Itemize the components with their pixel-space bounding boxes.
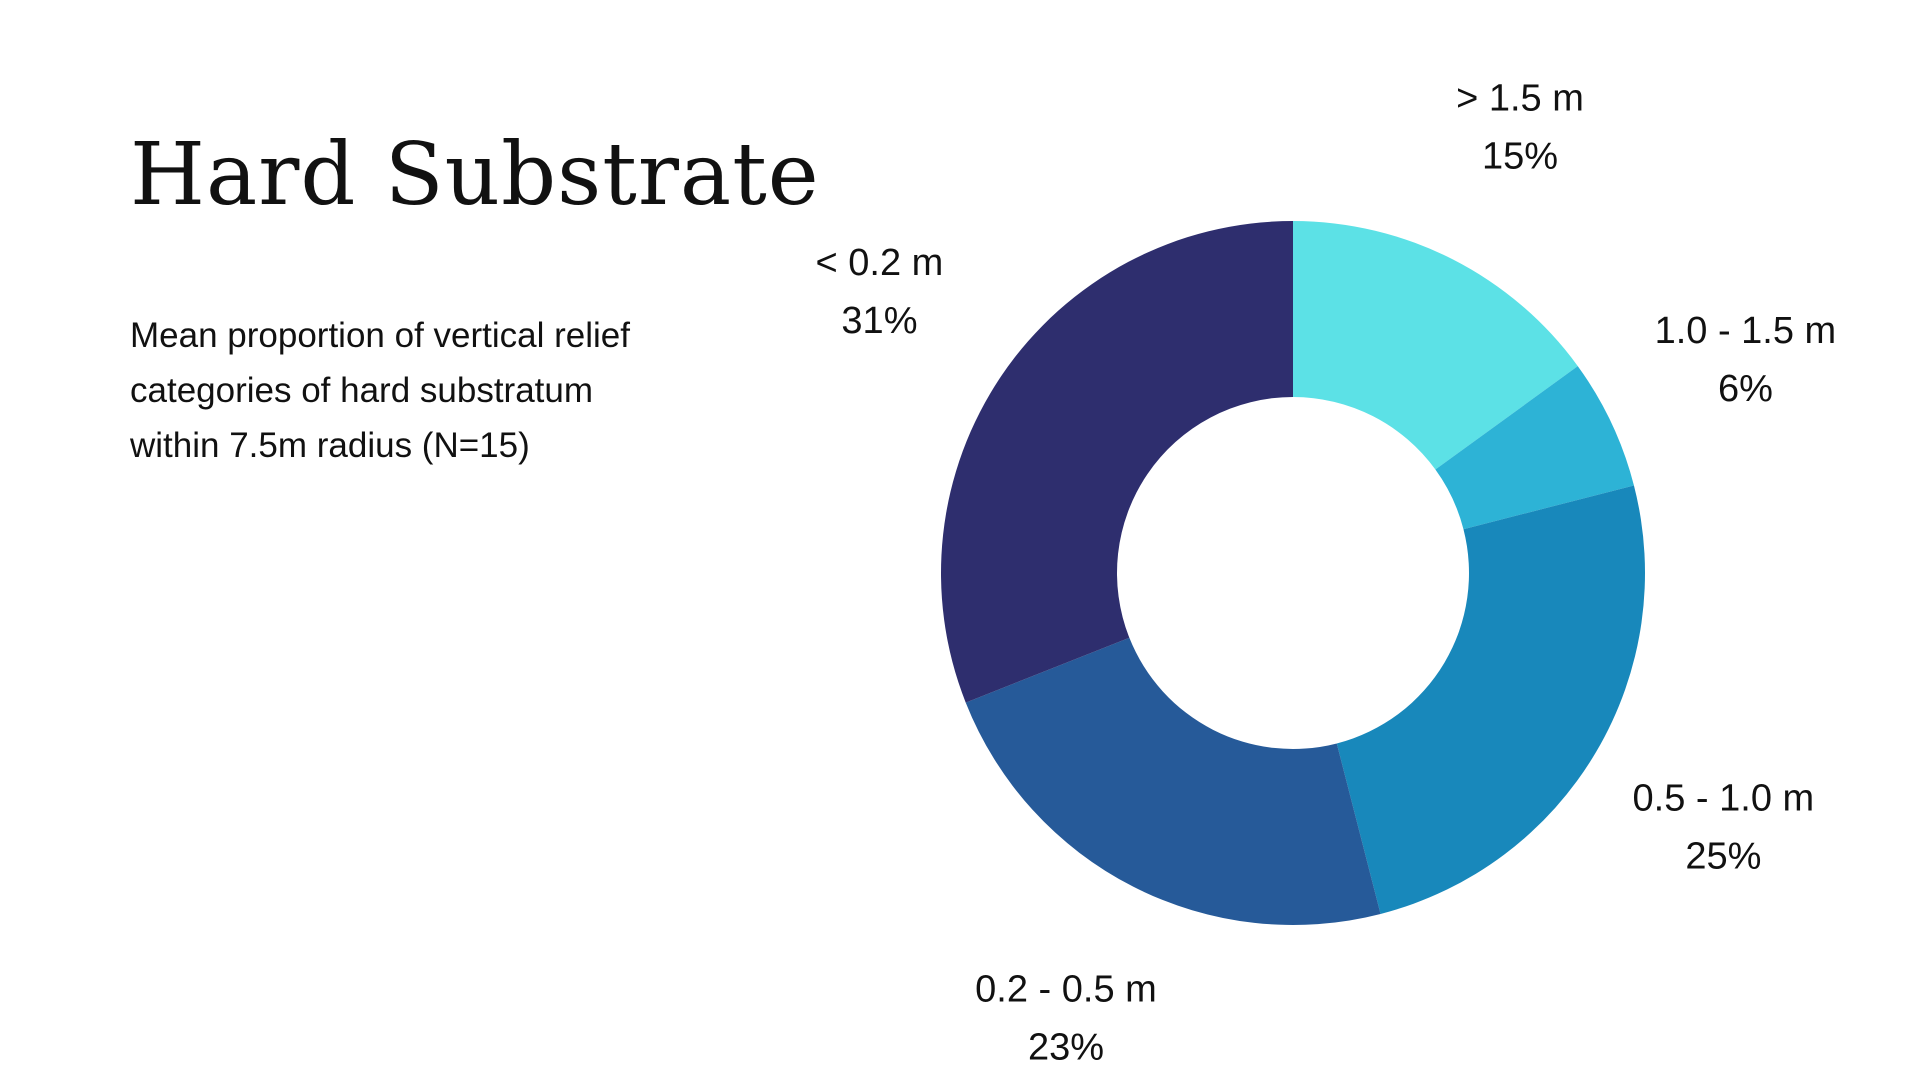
percent-label: 6% [1718,368,1773,410]
category-label: < 0.2 m [816,242,944,284]
slice-group [941,221,1645,926]
category-label: 0.5 - 1.0 m [1633,778,1815,820]
category-label: 0.2 - 0.5 m [975,969,1157,1011]
label-group: > 1.5 m 15% 1.0 - 1.5 m 6% 0.5 - 1.0 m 25% 0.2… [816,77,1837,1068]
slice-0-2-0-5-m [965,637,1381,926]
slice-gt-1-5-m [1293,221,1578,470]
chart-description: Mean proportion of vertical relief categ… [130,316,630,465]
percent-label: 31% [841,300,917,342]
slice-0-5-1-0-m [1336,485,1645,914]
slice-lt-0-2-m [941,221,1293,703]
category-label: 1.0 - 1.5 m [1655,310,1837,352]
percent-label: 23% [1028,1027,1104,1069]
percent-label: 25% [1685,836,1761,878]
slice-1-0-1-5-m [1435,366,1634,530]
slide-title: Hard Substrate [130,125,820,225]
percent-label: 15% [1482,135,1558,177]
category-label: > 1.5 m [1456,77,1584,119]
